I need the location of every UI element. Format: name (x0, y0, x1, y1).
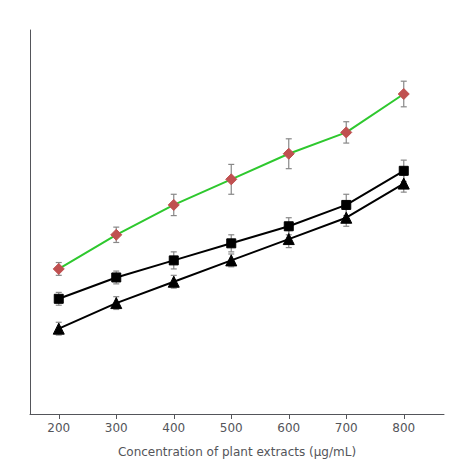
svg-text:300: 300 (105, 421, 128, 435)
svg-text:600: 600 (277, 421, 300, 435)
svg-text:800: 800 (392, 421, 415, 435)
svg-text:500: 500 (220, 421, 243, 435)
svg-text:700: 700 (335, 421, 358, 435)
svg-text:Concentration of plant extract: Concentration of plant extracts (μg/mL) (118, 445, 356, 459)
svg-text:400: 400 (162, 421, 185, 435)
svg-text:200: 200 (47, 421, 70, 435)
